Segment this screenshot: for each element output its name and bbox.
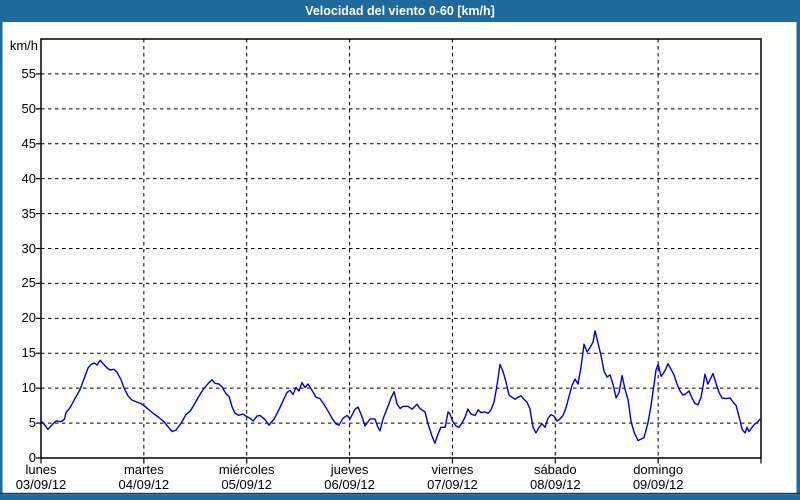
- y-tick-label: 55: [21, 65, 36, 81]
- y-tick-label: 40: [21, 170, 36, 186]
- y-tick-label: 25: [21, 275, 36, 291]
- day-name: miércoles: [218, 462, 275, 477]
- day-date: 05/09/12: [221, 477, 272, 492]
- day-date: 06/09/12: [324, 477, 375, 492]
- day-name: lunes: [25, 462, 57, 477]
- day-name: jueves: [330, 462, 369, 477]
- day-name: viernes: [431, 462, 474, 477]
- y-tick-label: 30: [21, 240, 36, 256]
- day-date: 04/09/12: [118, 477, 170, 492]
- day-name: sábado: [533, 462, 577, 477]
- day-name: martes: [123, 462, 164, 477]
- y-tick-label: 45: [21, 135, 36, 151]
- day-date: 03/09/12: [15, 477, 67, 492]
- page-title: Velocidad del viento 0-60 [km/h]: [305, 4, 495, 18]
- y-tick-label: 15: [21, 345, 36, 361]
- y-tick-label: 5: [28, 415, 36, 431]
- frame-bottom-dark-line: [0, 492, 800, 495]
- x-day-label: viernes 07/09/12: [382, 462, 522, 492]
- y-tick-label: 50: [21, 100, 36, 116]
- frame-right: [796, 22, 800, 500]
- x-day-label: sábado 08/09/12: [485, 462, 625, 492]
- day-name: domingo: [633, 462, 684, 477]
- frame-bottom: [0, 494, 800, 500]
- x-day-label: domingo 09/09/12: [588, 462, 728, 492]
- title-bar: Velocidad del viento 0-60 [km/h]: [0, 0, 800, 22]
- y-tick-label: 10: [21, 380, 36, 396]
- y-tick-label: 20: [21, 310, 36, 326]
- x-day-label: martes 04/09/12: [74, 462, 214, 492]
- day-date: 08/09/12: [529, 477, 581, 492]
- frame-left: [0, 22, 3, 500]
- day-date: 07/09/12: [427, 477, 478, 492]
- plot-border: [40, 38, 762, 459]
- y-axis-unit-label: km/h: [9, 38, 38, 53]
- x-day-label: miércoles 05/09/12: [177, 462, 317, 492]
- day-date: 09/09/12: [632, 477, 684, 492]
- x-day-label: lunes 03/09/12: [0, 462, 111, 492]
- x-day-label: jueves 06/09/12: [280, 462, 420, 492]
- wind-speed-series: [40, 330, 761, 444]
- y-tick-label: 35: [21, 205, 36, 221]
- y-tick-label: 0: [28, 450, 36, 465]
